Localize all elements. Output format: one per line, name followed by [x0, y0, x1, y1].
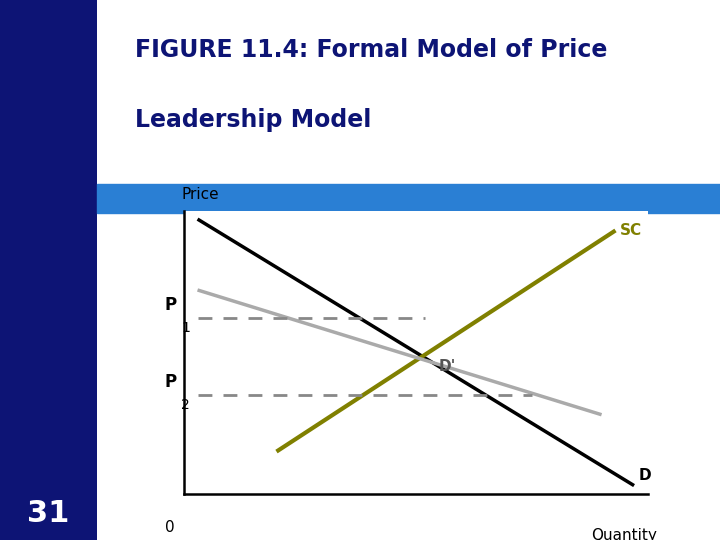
Text: Price: Price	[181, 187, 219, 202]
Text: 31: 31	[27, 498, 70, 528]
Text: P: P	[164, 373, 176, 390]
Text: 0: 0	[165, 519, 174, 535]
Text: Quantity
per week: Quantity per week	[586, 528, 657, 540]
Text: D: D	[639, 468, 652, 483]
Text: 2: 2	[181, 398, 190, 412]
Text: P: P	[164, 296, 176, 314]
Text: 1: 1	[181, 321, 190, 335]
Bar	[97, 184, 720, 213]
Text: D': D'	[439, 359, 456, 374]
Text: Leadership Model: Leadership Model	[135, 108, 371, 132]
Text: FIGURE 11.4: Formal Model of Price: FIGURE 11.4: Formal Model of Price	[135, 38, 607, 62]
Text: SC: SC	[620, 223, 642, 238]
